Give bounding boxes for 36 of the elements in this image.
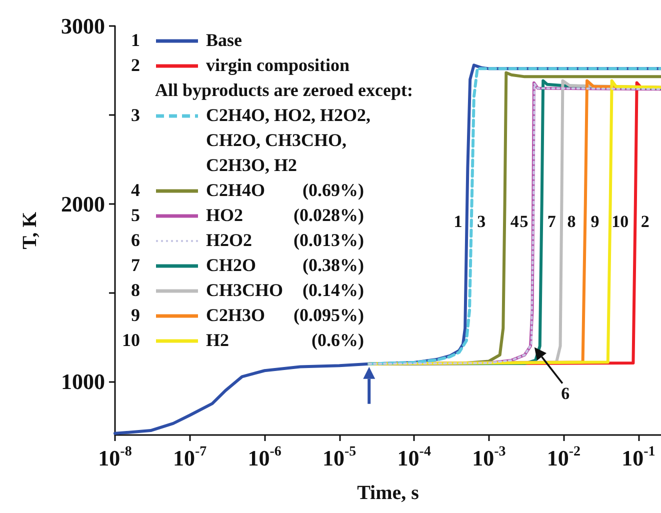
y-axis-title: T, K [19,211,41,250]
text: 5 [131,205,140,225]
text: H2 (0.6%) [206,330,364,350]
annotation: 8 [567,212,576,232]
annotation: 5 [520,212,528,232]
x-axis-title: Time, s [357,482,420,504]
text: HO2 (0.028%) [206,205,364,225]
legend-label: virgin composition [206,54,351,77]
text: 8 [131,280,140,300]
annotation: 1 [454,212,462,232]
text: 7 [131,255,140,275]
annotation: 10 [612,212,629,232]
annotation: 3 [477,212,486,232]
text: 1 [131,30,140,50]
legend-title: All byproducts are zeroed except: [154,79,413,102]
text: 9 [131,305,140,325]
y-tick-label: 1000 [61,369,105,394]
y-tick-label: 2000 [61,191,105,216]
annotation: 6 [561,384,570,404]
legend-label: C2H4O, HO2, H2O2, CH2O, CH3CHO, C2H3O, H2 [206,104,372,177]
text: 2 [131,55,140,75]
y-tick-label: 3000 [61,14,105,38]
text: CH2O (0.38%) [206,255,364,275]
text: H2O2 (0.013%) [206,230,364,250]
text: 4 [131,180,140,200]
annotation: 7 [547,212,556,232]
annotation: 4 [510,212,519,232]
text: C2H4O (0.69%) [206,180,364,200]
annotation: 9 [590,212,600,232]
annotation: 2 [640,212,650,232]
text: 10 [122,330,140,350]
legend-label: CH3CHO (0.14%) [206,279,364,302]
text: 3 [131,105,140,125]
text: C2H3O (0.095%) [206,305,364,325]
legend-label: Base [206,29,243,52]
text: 6 [131,230,140,250]
